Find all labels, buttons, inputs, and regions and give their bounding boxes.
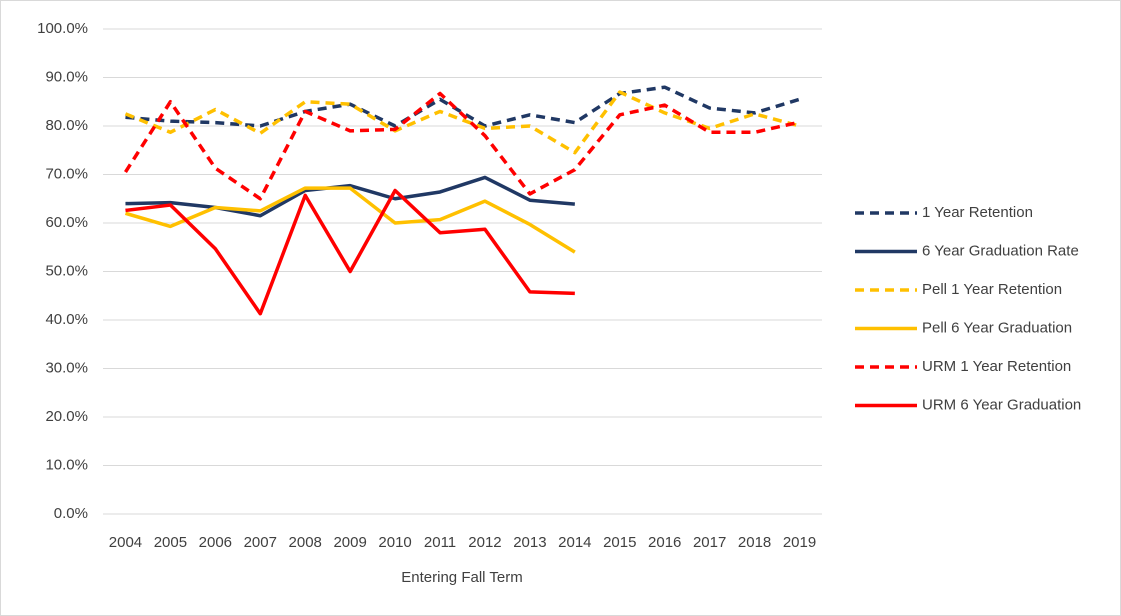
x-tick-label: 2009: [333, 534, 366, 551]
series-line: [124, 90, 800, 155]
x-tick-label: 2006: [199, 534, 232, 551]
y-tick-label: 20.0%: [45, 408, 88, 425]
legend-label: Pell 1 Year Retention: [922, 281, 1062, 298]
x-tick-label: 2008: [289, 534, 322, 551]
legend-label: 1 Year Retention: [922, 204, 1033, 221]
x-tick-label: 2014: [558, 534, 591, 551]
y-tick-label: 80.0%: [45, 117, 88, 134]
y-tick-label: 30.0%: [45, 359, 88, 376]
legend-label: URM 1 Year Retention: [922, 358, 1071, 375]
series-line: [124, 186, 576, 254]
x-tick-label: 2011: [424, 534, 456, 551]
x-tick-label: 2010: [378, 534, 411, 551]
series-line: [123, 91, 800, 201]
series-line: [125, 188, 575, 316]
x-tick-label: 2005: [154, 534, 187, 551]
y-tick-label: 40.0%: [45, 311, 88, 328]
y-tick-label: 60.0%: [45, 214, 88, 231]
series-line: [125, 85, 801, 128]
x-tick-label: 2019: [783, 534, 816, 551]
x-tick-label: 2018: [738, 534, 771, 551]
y-tick-label: 70.0%: [45, 165, 88, 182]
x-tick-label: 2007: [244, 534, 277, 551]
legend-label: Pell 6 Year Graduation: [922, 319, 1072, 336]
x-tick-label: 2004: [109, 534, 142, 551]
x-tick-label: 2012: [468, 534, 501, 551]
x-tick-label: 2016: [648, 534, 681, 551]
y-tick-label: 10.0%: [45, 456, 88, 473]
legend-label: 6 Year Graduation Rate: [922, 242, 1079, 259]
legend-label: URM 6 Year Graduation: [922, 396, 1081, 413]
x-tick-label: 2017: [693, 534, 726, 551]
series-line: [125, 175, 575, 218]
x-tick-label: 2015: [603, 534, 636, 551]
y-tick-label: 90.0%: [45, 68, 88, 85]
x-tick-label: 2013: [513, 534, 546, 551]
y-tick-label: 100.0%: [37, 20, 88, 37]
y-tick-label: 50.0%: [45, 262, 88, 279]
y-tick-label: 0.0%: [54, 505, 88, 522]
x-axis-title: Entering Fall Term: [401, 569, 522, 586]
